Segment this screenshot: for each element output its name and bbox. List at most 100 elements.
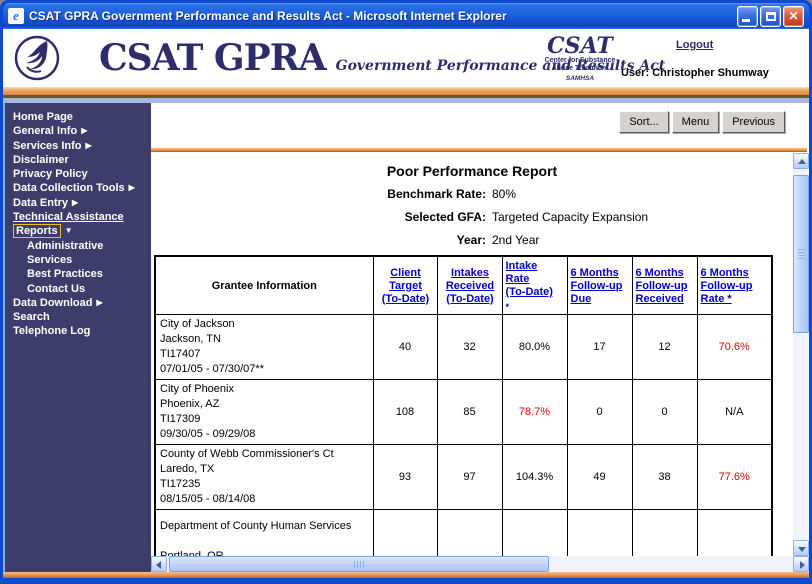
sidebar-item-data-download[interactable]: Data Download ▶	[13, 296, 103, 309]
followup-received-cell: 38	[631, 444, 698, 510]
intake-rate-cell: 104.3%	[501, 444, 568, 510]
followup-rate-cell	[696, 509, 773, 556]
intakes-received-cell: 32	[436, 314, 503, 380]
sort-link-client-target[interactable]: Client Target (To-Date)	[381, 266, 430, 305]
app-header: CSAT GPRA Government Performance and Res…	[3, 29, 809, 87]
report-toolbar: Sort... Menu Previous	[619, 111, 785, 133]
title-bar: e CSAT GPRA Government Performance and R…	[3, 3, 809, 29]
followup-received-cell	[631, 509, 698, 556]
client-target-cell	[372, 509, 438, 556]
sidebar-item-services-info[interactable]: Services Info ▶	[13, 139, 92, 152]
internet-explorer-icon: e	[8, 8, 24, 24]
minimize-button[interactable]	[737, 5, 758, 27]
sidebar-item-services[interactable]: Services	[27, 253, 73, 266]
csat-logo-text: CSAT	[547, 33, 613, 59]
scroll-grip	[798, 249, 805, 259]
page-title: Poor Performance Report	[386, 163, 558, 179]
sidebar-item-home-page[interactable]: Home Page	[13, 111, 73, 123]
intakes-received-cell	[436, 509, 503, 556]
year-label: Year:	[456, 233, 486, 247]
close-button[interactable]: ✕	[783, 5, 804, 27]
submenu-arrow-icon: ▶	[128, 183, 135, 193]
sidebar-item-disclaimer[interactable]: Disclaimer	[13, 153, 69, 166]
scroll-grip	[354, 561, 364, 568]
scroll-up-button[interactable]	[793, 153, 809, 169]
sidebar-item-data-entry[interactable]: Data Entry ▶	[13, 196, 79, 209]
column-header-intakes-received: Intakes Received (To-Date)	[436, 255, 503, 315]
window-title: CSAT GPRA Government Performance and Res…	[29, 9, 507, 23]
maximize-icon	[766, 11, 776, 21]
vertical-scroll-thumb[interactable]	[793, 175, 809, 333]
scroll-left-button[interactable]	[151, 556, 167, 572]
grantee-cell: City of Jackson Jackson, TN TI17407 07/0…	[154, 314, 374, 380]
scroll-left-icon	[156, 561, 161, 569]
sidebar-item-contact-us[interactable]: Contact Us	[27, 282, 86, 295]
followup-received-cell: 0	[631, 379, 698, 445]
submenu-arrow-icon: ▶	[72, 197, 79, 207]
sidebar-item-general-info[interactable]: General Info ▶	[13, 125, 88, 138]
horizontal-scroll-thumb[interactable]	[169, 556, 549, 572]
submenu-arrow-icon: ▶	[85, 140, 92, 150]
performance-table: Grantee Information Client Target (To-Da…	[154, 255, 773, 556]
horizontal-scrollbar[interactable]	[151, 556, 809, 572]
benchmark-rate-value: 80%	[492, 187, 517, 201]
scroll-right-icon	[800, 561, 805, 569]
followup-due-cell: 0	[566, 379, 633, 445]
user-name: Christopher Shumway	[652, 67, 769, 79]
intake-rate-cell: 78.7%	[501, 379, 568, 445]
column-header-followup-due: 6 Months Follow-up Due	[566, 255, 633, 315]
sidebar-item-best-practices[interactable]: Best Practices	[27, 268, 103, 281]
sidebar-item-privacy-policy[interactable]: Privacy Policy	[13, 168, 88, 181]
sidebar-item-administrative[interactable]: Administrative	[27, 239, 104, 252]
menu-button[interactable]: Menu	[671, 111, 720, 133]
sidebar-item-telephone-log[interactable]: Telephone Log	[13, 325, 91, 338]
sidebar-item-technical-assistance[interactable]: Technical Assistance	[13, 211, 124, 224]
sort-link-followup-rate[interactable]: 6 Months Follow-up Rate *	[700, 266, 753, 305]
followup-rate-cell: 77.6%	[696, 444, 773, 510]
column-header-intake-rate: Intake Rate (To-Date) *	[501, 255, 568, 315]
maximize-button[interactable]	[760, 5, 781, 27]
vertical-scrollbar[interactable]	[793, 153, 809, 556]
samhsa-label: SAMHSA	[565, 75, 595, 82]
intake-rate-footnote: *	[505, 302, 510, 312]
footer-stripe	[3, 572, 809, 578]
scroll-up-icon	[798, 159, 806, 164]
hhs-eagle-logo	[14, 35, 60, 81]
followup-rate-cell: 70.6%	[696, 314, 773, 380]
sort-link-followup-due[interactable]: 6 Months Follow-up Due	[570, 266, 623, 305]
sidebar-item-search[interactable]: Search	[13, 311, 50, 324]
scroll-down-button[interactable]	[793, 540, 809, 556]
user-label: User:	[621, 67, 650, 79]
sort-link-intakes-received[interactable]: Intakes Received (To-Date)	[445, 266, 495, 305]
sort-link-followup-received[interactable]: 6 Months Follow-up Received	[635, 266, 688, 305]
intake-rate-cell: 80.0%	[501, 314, 568, 380]
scroll-down-icon	[798, 547, 806, 552]
brand: CSAT GPRA Government Performance and Res…	[99, 37, 665, 79]
grantee-cell: Department of County Human Services Port…	[154, 509, 374, 556]
scroll-right-button[interactable]	[793, 556, 809, 572]
grantee-cell: City of Phoenix Phoenix, AZ TI17309 09/3…	[154, 379, 374, 445]
brand-title: CSAT GPRA	[99, 37, 327, 79]
scroll-track[interactable]	[549, 556, 793, 572]
followup-due-cell: 17	[566, 314, 633, 380]
logout-link[interactable]: Logout	[676, 39, 714, 51]
previous-button[interactable]: Previous	[722, 111, 785, 133]
minimize-icon	[742, 18, 750, 22]
sidebar-item-reports[interactable]: Reports ▼	[5, 224, 151, 239]
header-divider-strip	[3, 87, 809, 103]
sidebar-item-data-collection-tools[interactable]: Data Collection Tools ▶	[13, 182, 135, 195]
sort-button[interactable]: Sort...	[619, 111, 669, 133]
column-header-grantee: Grantee Information	[154, 255, 374, 315]
selected-gfa-label: Selected GFA:	[404, 210, 486, 224]
csat-logo: CSAT Center for Substance Abuse Treatmen…	[539, 35, 621, 82]
csat-logo-subtext: Center for Substance Abuse Treatment	[544, 57, 616, 72]
grantee-cell: County of Webb Commissioner's Ct Laredo,…	[154, 444, 374, 510]
client-target-cell: 40	[372, 314, 438, 380]
sidebar-nav: Home Page General Info ▶ Services Info ▶ D…	[3, 103, 151, 572]
client-target-cell: 93	[372, 444, 438, 510]
sort-link-intake-rate[interactable]: Intake Rate (To-Date)	[505, 260, 553, 298]
followup-rate-cell: N/A	[696, 379, 773, 445]
report-area: Poor Performance Report Benchmark Rate: 8…	[151, 153, 793, 556]
column-header-client-target: Client Target (To-Date)	[372, 255, 438, 315]
benchmark-rate-label: Benchmark Rate:	[387, 187, 486, 201]
